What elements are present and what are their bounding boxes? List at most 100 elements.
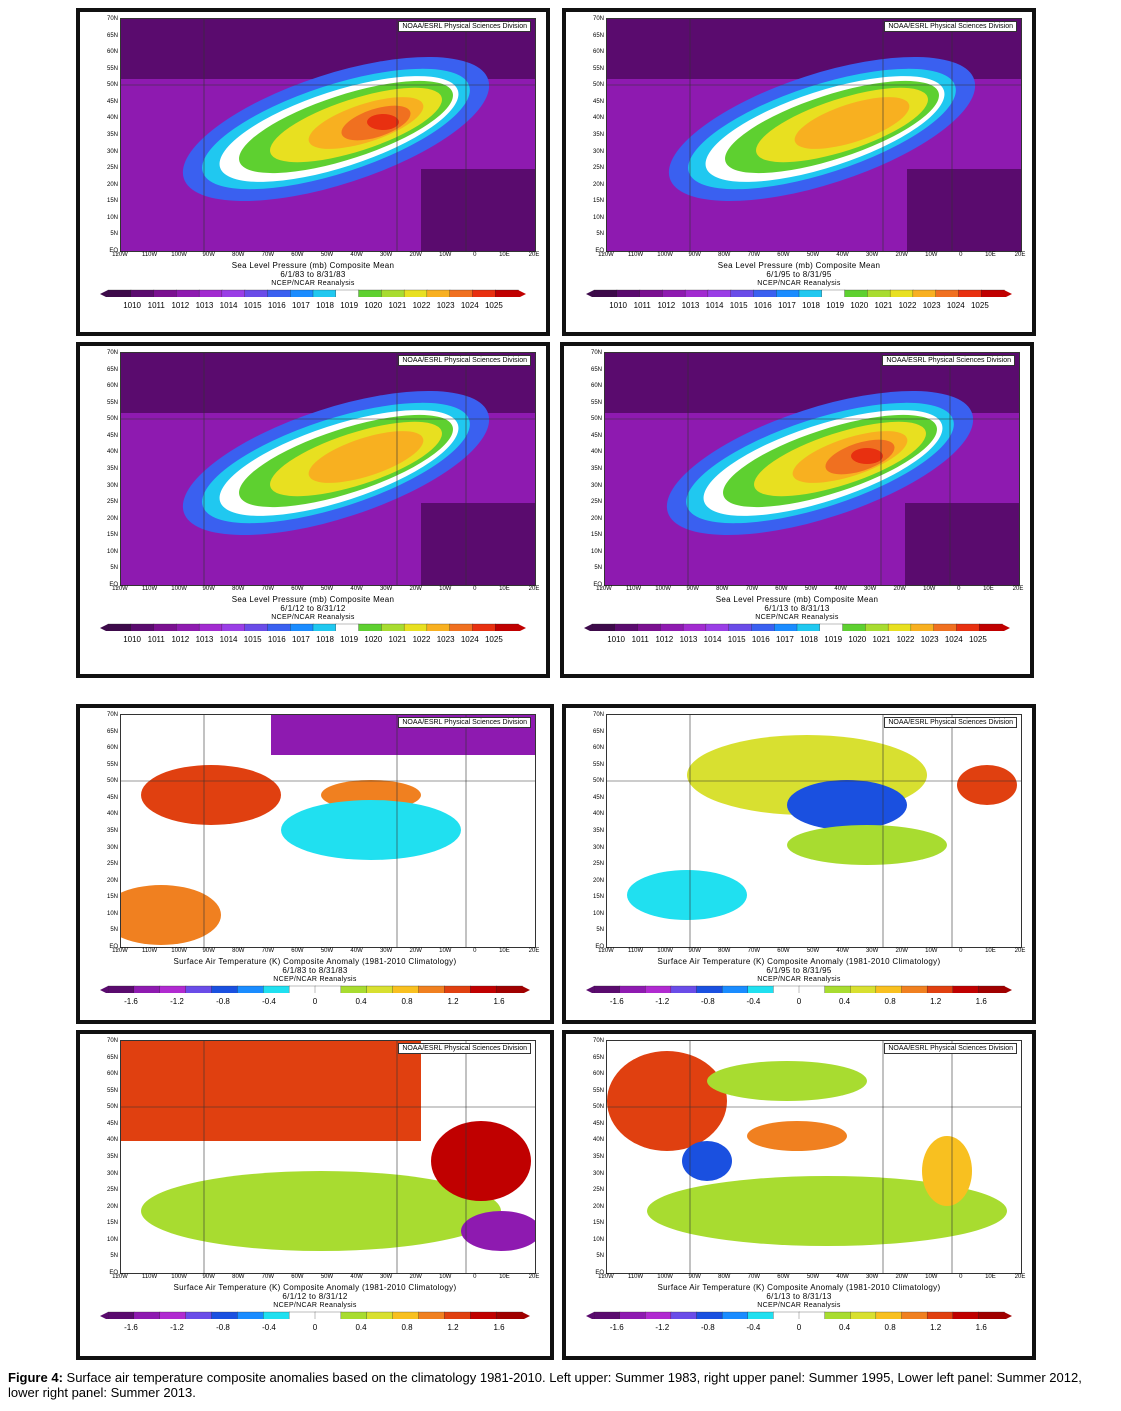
lon-tick-label: 20E [528,252,540,258]
colorbar-swatch [403,623,428,631]
lon-tick-label: 30W [379,1274,393,1280]
colorbar-tick-label: 1023 [920,635,939,644]
field-shape [647,1176,1007,1246]
lat-tick-label: 20N [106,877,118,884]
field-map [607,1041,1021,1273]
lon-tick-label: 90W [202,1274,215,1280]
lon-tick-label: 0 [473,252,477,258]
colorbar-swatch [875,985,903,993]
lat-tick-label: 5N [110,1253,118,1260]
colorbar-tick-label: 1022 [412,635,431,644]
slp-1983-panel: NOAA/ESRL Physical Sciences Division 70N 6… [76,8,550,336]
colorbar-swatch [619,1311,646,1319]
field-map [121,19,535,251]
lon-tick-label: 80W [718,252,731,258]
lon-tick-label: 70W [747,948,761,954]
colorbar-swatch [312,623,337,631]
lat-tick-label: 30N [106,844,118,851]
lon-tick-label: 100W [171,252,187,258]
lon-tick-label: 50W [320,948,334,954]
colorbar-swatch [381,289,405,297]
lat-tick-label: 25N [592,1187,604,1194]
colorbar-swatch [952,1311,980,1319]
colorbar-swatch [176,289,200,297]
colorbar-swatch [850,1311,877,1319]
lat-tick-label: EQ [109,944,118,950]
lon-tick-label: 70W [261,586,275,592]
colorbar-swatch [705,623,730,631]
colorbar-tick-label: 1.6 [493,997,505,1006]
field-shape [957,765,1017,805]
colorbar-tick-label: -0.4 [262,1323,276,1332]
field-shape [787,780,907,830]
colorbar-swatch [221,623,246,631]
lon-tick-label: 40W [834,586,847,592]
date-range: 6/1/12 to 8/31/12 [282,1292,348,1301]
lat-tick-label: 50N [592,82,604,89]
caption-label: Figure 4: [8,1370,63,1385]
colorbar-tick-label: -0.8 [700,1323,715,1332]
lon-tick-label: 110W [627,252,644,258]
sat-1995-panel: NOAA/ESRL Physical Sciences Division 70N 6… [562,704,1036,1024]
colorbar-tick-label: 1022 [896,635,915,644]
lon-tick-label: 100W [657,1274,673,1280]
lat-tick-label: 50N [592,1104,604,1111]
credit-label: NOAA/ESRL Physical Sciences Division [884,717,1017,728]
date-range: 6/1/95 to 8/31/95 [766,966,832,975]
colorbar-tick-label: -0.8 [700,997,715,1006]
lat-tick-label: 35N [106,466,118,472]
colorbar-swatch [981,289,1005,297]
colorbar-arrow-right [522,1312,530,1319]
colorbar-tick-label: 1.2 [930,997,942,1006]
field-shape [461,1211,535,1251]
lat-tick-label: 15N [106,532,118,539]
colorbar-tick-label: 1015 [727,635,746,644]
colorbar-swatch [684,289,709,297]
lon-tick-label: 30W [865,948,879,954]
lat-tick-label: 15N [590,532,602,539]
colorbar-swatch [340,1311,368,1319]
colorbar-arrow-left [100,1312,108,1319]
colorbar-tick-label: 1024 [460,635,479,644]
colorbar-swatch [645,985,672,993]
colorbar-tick-label: -1.6 [609,997,624,1006]
lat-tick-label: 10N [106,910,118,917]
colorbar-swatch [403,289,428,297]
colorbar-tick-label: 0.4 [355,1323,367,1332]
field-shape [907,169,1021,251]
colorbar-swatch [926,985,954,993]
credit-label: NOAA/ESRL Physical Sciences Division [398,355,531,366]
colorbar-tick-label: 1012 [655,635,674,644]
colorbar-tick-label: 1.2 [447,1323,459,1332]
field-shape [851,448,883,464]
lat-tick-label: 60N [106,49,118,56]
lon-tick-label: 70W [261,1274,275,1280]
colorbar-tick-label: 1018 [800,635,818,644]
lat-tick-label: 65N [592,1054,604,1061]
colorbar-swatch [662,289,686,297]
colorbar-swatch [821,289,846,297]
map-plot: NOAA/ESRL Physical Sciences Division [120,1040,536,1274]
colorbar-swatch [107,1311,135,1319]
lon-tick-label: 20E [528,1274,540,1280]
colorbar-swatch [495,289,519,297]
colorbar-tick-label: 1025 [484,301,503,310]
lon-tick-label: 0 [473,1274,477,1280]
lat-tick-label: 30N [106,1170,118,1177]
colorbar-tick-label: 0.4 [355,997,367,1006]
colorbar-tick-label: 0.8 [884,997,896,1006]
lat-tick-label: 35N [106,1154,118,1160]
map-plot: NOAA/ESRL Physical Sciences Division [120,714,536,948]
colorbar-swatch [842,623,866,631]
colorbar-swatch [865,623,889,631]
plot-title: Sea Level Pressure (mb) Composite Mean [717,261,881,270]
lon-tick-label: 20W [409,1274,422,1280]
colorbar-swatch [593,985,621,993]
colorbar-swatch [358,289,382,297]
lat-tick-label: 40N [106,115,118,122]
lat-tick-label: EQ [109,582,118,588]
colorbar-swatch [645,1311,672,1319]
colorbar-swatch [263,1311,290,1319]
lon-tick-label: 10E [985,948,996,954]
colorbar-tick-label: 1012 [657,301,676,310]
